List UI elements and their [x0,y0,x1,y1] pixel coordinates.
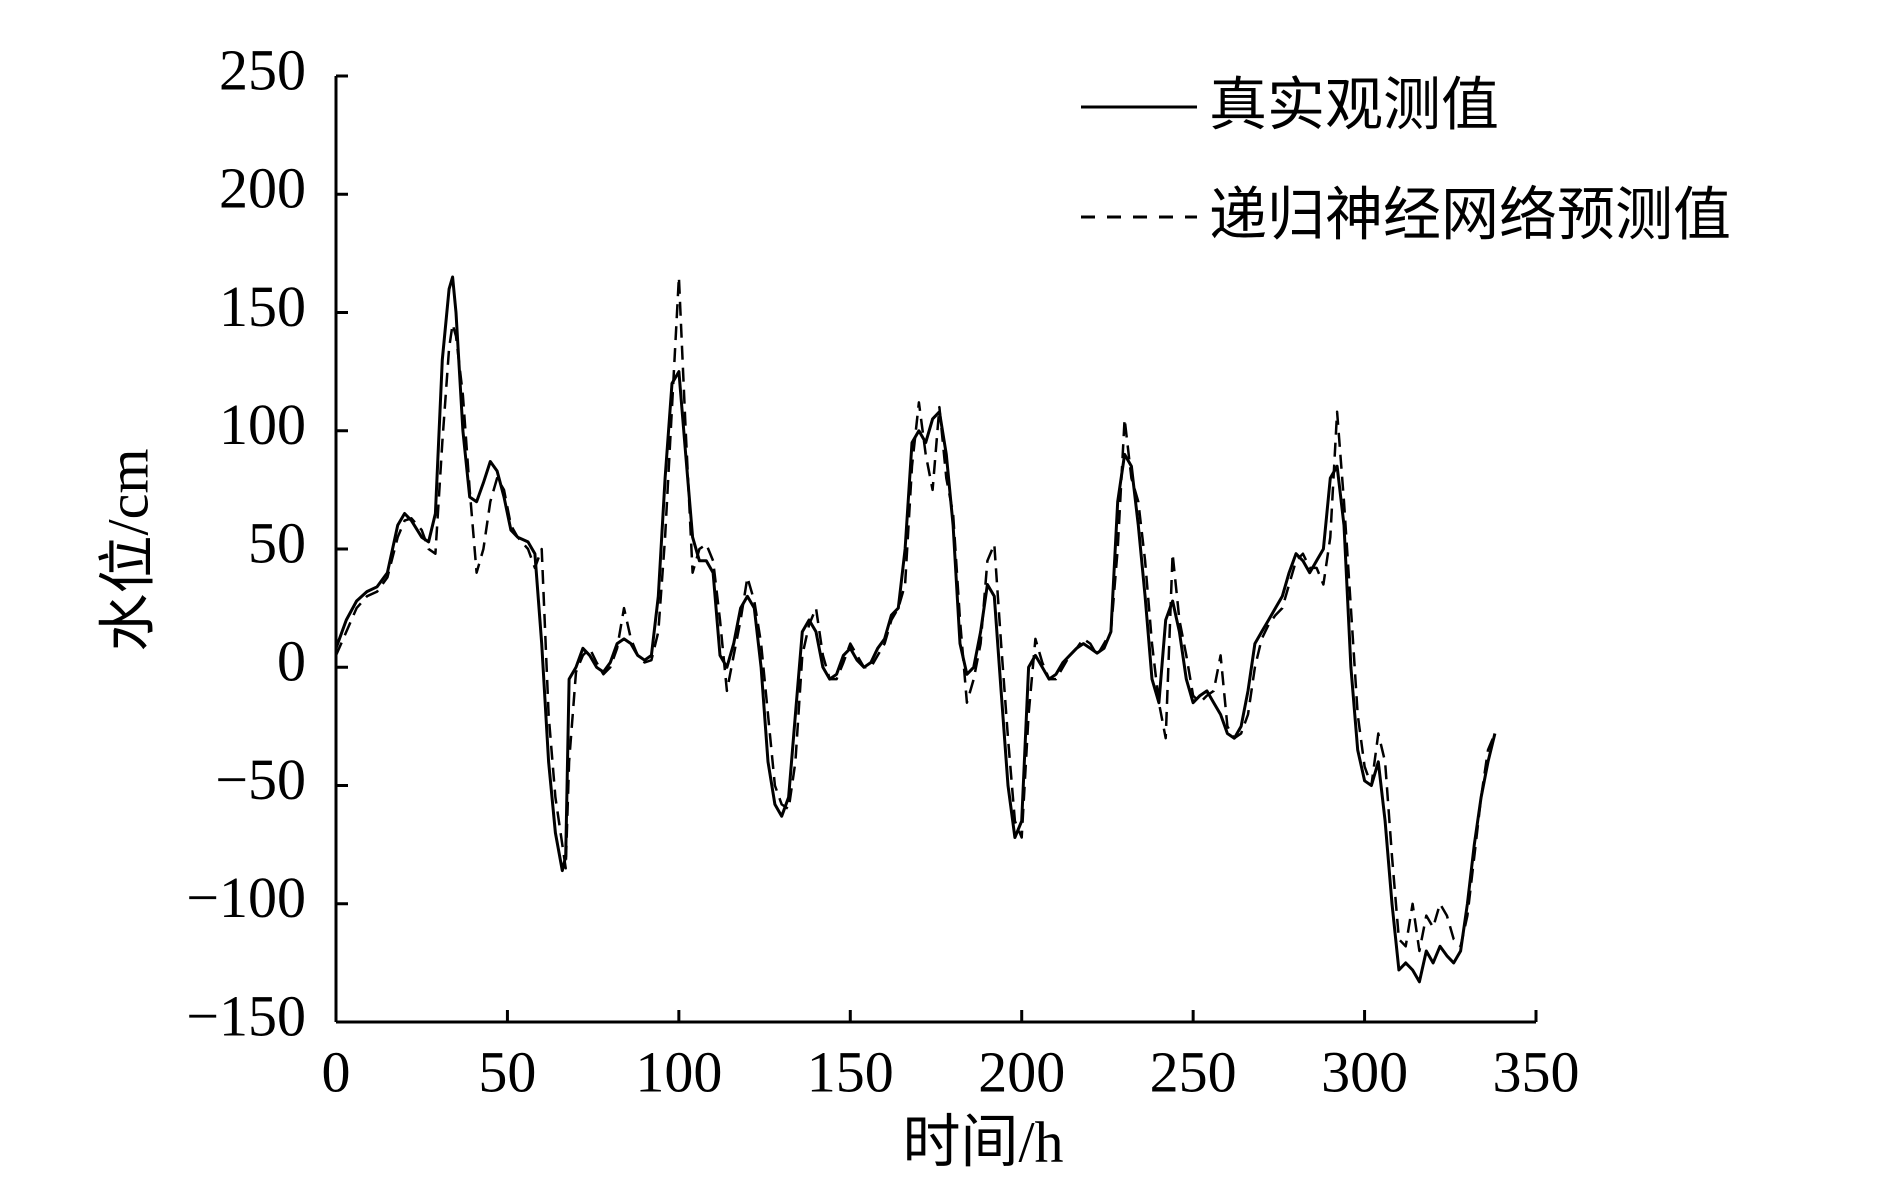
y-tick-label: 200 [219,156,306,221]
y-tick-label: 150 [219,274,306,339]
legend-label: 递归神经网络预测值 [1209,182,1731,247]
x-tick-label: 100 [635,1039,722,1104]
legend-label: 真实观测值 [1209,72,1499,137]
series-line [334,275,1497,984]
x-axis-label: 时间/h [902,1109,1063,1174]
y-tick-label: 250 [219,37,306,102]
y-axis-label: 水位/cm [95,449,160,652]
y-tick-label: 50 [248,510,306,575]
x-tick-label: 50 [478,1039,536,1104]
x-tick-label: 200 [978,1039,1065,1104]
series-line [334,275,1497,953]
x-tick-label: 250 [1150,1039,1237,1104]
y-tick-label: −150 [186,983,306,1048]
x-tick-label: 0 [322,1039,351,1104]
y-tick-label: 0 [277,629,306,694]
x-tick-label: 350 [1493,1039,1580,1104]
x-tick-label: 150 [807,1039,894,1104]
y-tick-label: 100 [219,392,306,457]
y-tick-label: −100 [186,865,306,930]
y-tick-label: −50 [215,747,306,812]
x-tick-label: 300 [1321,1039,1408,1104]
